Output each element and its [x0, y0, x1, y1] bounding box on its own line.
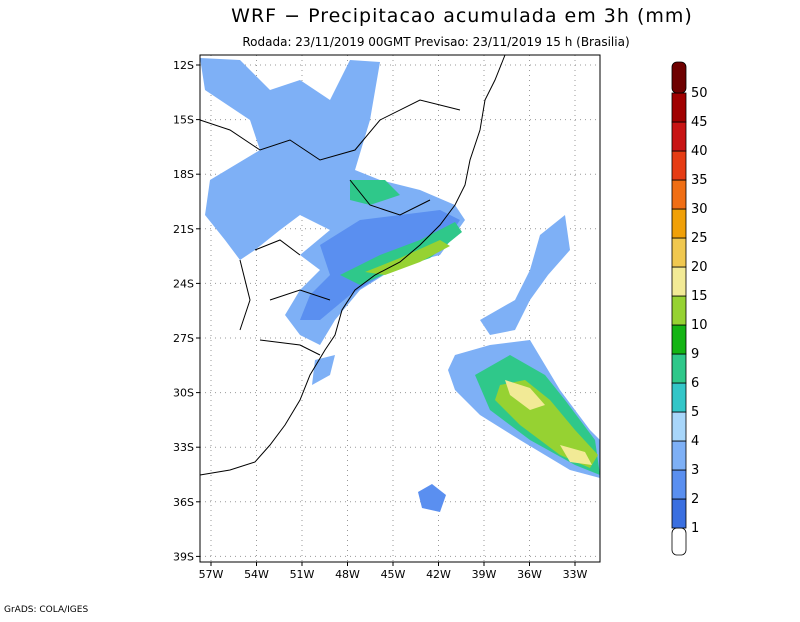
colorbar-label: 45 [691, 115, 708, 130]
lon-label: 45W [381, 568, 406, 581]
lat-label: 21S [173, 223, 194, 236]
lon-label: 51W [290, 568, 315, 581]
map-frame [199, 54, 601, 563]
color-segment [671, 411, 687, 442]
colorbar-label: 50 [691, 86, 708, 101]
lat-label: 33S [173, 441, 194, 454]
lat-label: 12S [173, 59, 194, 72]
color-segment [671, 179, 687, 210]
lat-label: 27S [173, 332, 194, 345]
colorbar-label: 9 [691, 347, 699, 362]
footer: GrADS: COLA/IGES [4, 605, 88, 615]
color-segment [671, 266, 687, 297]
colorbar-label: 4 [691, 434, 699, 449]
coastlines [199, 54, 506, 476]
subtitle: Rodada: 23/11/2019 00GMT Previsao: 23/11… [242, 35, 629, 49]
color-segment [671, 469, 687, 500]
color-segment [671, 150, 687, 181]
color-segment [671, 324, 687, 355]
lon-label: 36W [517, 568, 542, 581]
colorbar-label: 2 [691, 492, 699, 507]
lat-label: 30S [173, 387, 194, 400]
lat-label: 15S [173, 114, 194, 127]
color-segment [671, 295, 687, 326]
colorbar-label: 1 [691, 521, 699, 536]
title: WRF − Precipitacao acumulada em 3h (mm) [231, 5, 693, 27]
color-segment [671, 353, 687, 384]
color-segment [671, 208, 687, 239]
lat-label: 24S [173, 277, 194, 290]
color-segment [671, 440, 687, 471]
color-segment [671, 92, 687, 123]
lat-label: 18S [173, 168, 194, 181]
lon-label: 54W [244, 568, 269, 581]
colorbar-label: 30 [691, 202, 708, 217]
colorbar-label: 15 [691, 289, 708, 304]
lon-label: 33W [563, 568, 588, 581]
precipitation [200, 58, 600, 512]
color-segment [671, 527, 687, 556]
color-segment [671, 382, 687, 413]
lat-label: 39S [173, 550, 194, 563]
colorbar-label: 10 [691, 318, 708, 333]
lat-label: 36S [173, 496, 194, 509]
color-segment [671, 498, 687, 529]
lon-label: 42W [426, 568, 451, 581]
colorbar-label: 25 [691, 231, 708, 246]
lon-label: 48W [335, 568, 360, 581]
colorbar-label: 3 [691, 463, 699, 478]
colorbar-label: 6 [691, 376, 699, 391]
lon-label: 57W [199, 568, 224, 581]
color-segment [671, 61, 687, 94]
colorbar-label: 35 [691, 173, 708, 188]
color-segment [671, 121, 687, 152]
colorbar-label: 5 [691, 405, 699, 420]
colorbar-label: 20 [691, 260, 708, 275]
lon-label: 39W [472, 568, 497, 581]
colorbar-label: 40 [691, 144, 708, 159]
color-segment [671, 237, 687, 268]
